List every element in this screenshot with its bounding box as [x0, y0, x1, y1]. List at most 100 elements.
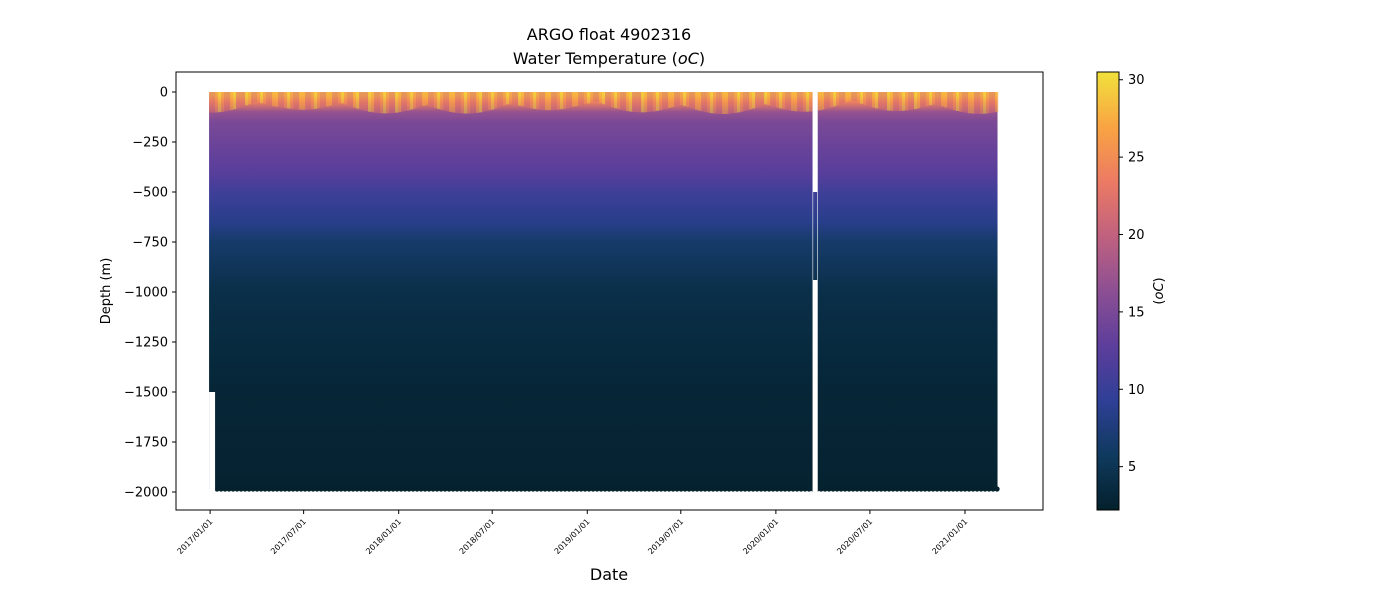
surface-column: [614, 92, 618, 109]
profile-bottom-point: [634, 486, 640, 492]
surface-column: [356, 92, 360, 109]
surface-column: [488, 92, 492, 111]
surface-column: [821, 92, 825, 110]
profile-bottom-point: [850, 486, 856, 492]
profile-bottom-point: [858, 486, 864, 492]
surface-column: [980, 92, 984, 114]
surface-column: [638, 92, 642, 113]
surface-column: [767, 92, 771, 106]
profile-bottom-point: [854, 486, 860, 492]
surface-column: [260, 92, 264, 104]
profile-bottom-point: [458, 486, 464, 492]
profile-bottom-point: [822, 486, 828, 492]
profile-bottom-point: [618, 486, 624, 492]
surface-column: [782, 92, 786, 110]
surface-column: [962, 92, 966, 113]
surface-column: [251, 92, 255, 104]
surface-column: [380, 92, 384, 114]
profile-bottom-point: [826, 486, 832, 492]
surface-column: [299, 92, 303, 110]
surface-column: [536, 92, 540, 110]
surface-column: [263, 92, 267, 104]
surface-column: [878, 92, 882, 110]
profile-bottom-point: [382, 486, 388, 492]
surface-column: [365, 92, 369, 112]
y-tick-label: −1250: [124, 336, 168, 351]
profile-bottom-point: [802, 486, 808, 492]
profile-bottom-point: [306, 486, 312, 492]
surface-column: [677, 92, 681, 106]
surface-column: [989, 92, 993, 114]
surface-column: [437, 92, 441, 110]
profile-bottom-point: [798, 486, 804, 492]
surface-column: [761, 92, 765, 106]
profile-bottom-point: [494, 486, 500, 492]
surface-column: [272, 92, 276, 107]
profile-bottom-point: [518, 486, 524, 492]
surface-column: [377, 92, 381, 114]
profile-bottom-point: [338, 486, 344, 492]
surface-column: [578, 92, 582, 106]
surface-column: [386, 92, 390, 114]
profile-bottom-point: [650, 486, 656, 492]
surface-column: [446, 92, 450, 112]
surface-column: [665, 92, 669, 109]
profile-bottom-point: [478, 486, 484, 492]
profile-bottom-point: [278, 486, 284, 492]
profile-bottom-point: [354, 486, 360, 492]
surface-column: [707, 92, 711, 113]
surface-column: [455, 92, 459, 113]
profile-bottom-point: [406, 486, 412, 492]
profile-bottom-point: [446, 486, 452, 492]
surface-column: [869, 92, 873, 107]
surface-column: [818, 92, 822, 111]
surface-column: [221, 92, 225, 112]
surface-column: [218, 92, 222, 113]
profile-bottom-point: [450, 486, 456, 492]
surface-column: [554, 92, 558, 110]
y-tick-label: −500: [132, 186, 168, 201]
surface-column: [281, 92, 285, 108]
surface-column: [530, 92, 534, 109]
profile-bottom-point: [770, 486, 776, 492]
surface-column: [395, 92, 399, 113]
profile-bottom-point: [830, 486, 836, 492]
profile-bottom-point: [866, 486, 872, 492]
surface-column: [686, 92, 690, 108]
surface-column: [236, 92, 240, 109]
surface-column: [419, 92, 423, 107]
profile-bottom-point: [834, 486, 840, 492]
surface-column: [320, 92, 324, 108]
profile-bottom-point: [746, 486, 752, 492]
surface-column: [284, 92, 288, 109]
profile-bottom-point: [818, 486, 824, 492]
profile-bottom-point: [490, 486, 496, 492]
profile-bottom-point: [454, 486, 460, 492]
profile-bottom-point: [674, 486, 680, 492]
surface-column: [728, 92, 732, 114]
colorbar: 5 10 15 20 25 30 (oC): [1096, 71, 1167, 511]
profile-bottom-point: [322, 486, 328, 492]
profile-bottom-point: [690, 486, 696, 492]
surface-column: [605, 92, 609, 106]
surface-column: [656, 92, 660, 111]
surface-column: [212, 92, 216, 113]
profile-bottom-point: [958, 486, 964, 492]
profile-bottom-point: [714, 486, 720, 492]
surface-column: [224, 92, 228, 112]
surface-column: [506, 92, 510, 105]
profile-bottom-point: [318, 486, 324, 492]
profile-bottom-point: [722, 486, 728, 492]
surface-column: [725, 92, 729, 114]
profile-bottom-point: [878, 486, 884, 492]
surface-column: [899, 92, 903, 111]
surface-column: [827, 92, 831, 109]
surface-column: [983, 92, 987, 114]
y-axis-label: Depth (m): [99, 258, 114, 325]
profile-bottom-point: [558, 486, 564, 492]
surface-column: [515, 92, 519, 105]
surface-column: [338, 92, 342, 104]
profile-bottom-point: [534, 486, 540, 492]
surface-column: [944, 92, 948, 108]
surface-column: [773, 92, 777, 107]
